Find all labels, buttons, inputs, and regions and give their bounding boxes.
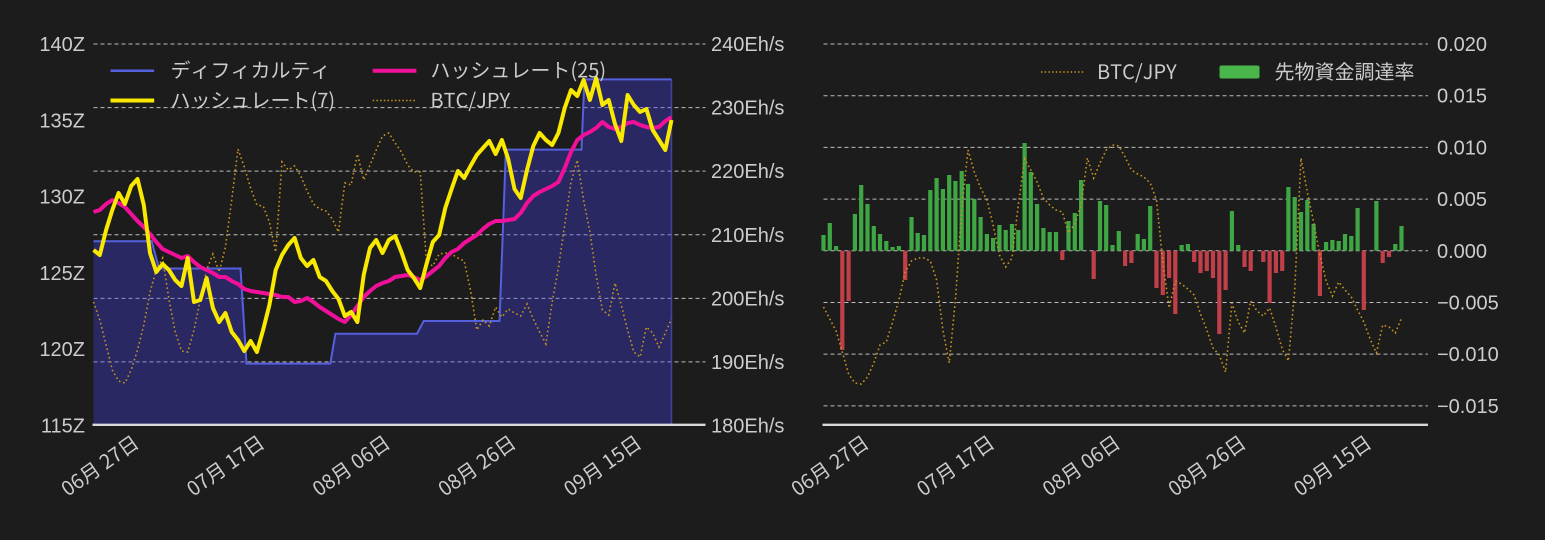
svg-text:115Z: 115Z (41, 416, 85, 438)
svg-text:−0.015: −0.015 (1437, 396, 1499, 418)
svg-text:210Eh/s: 210Eh/s (711, 225, 784, 247)
svg-text:−0.005: −0.005 (1437, 293, 1499, 315)
svg-text:230Eh/s: 230Eh/s (711, 98, 784, 120)
svg-text:120Z: 120Z (39, 339, 85, 361)
svg-text:0.000: 0.000 (1437, 241, 1487, 263)
svg-text:0.010: 0.010 (1437, 137, 1487, 159)
svg-text:0.015: 0.015 (1437, 86, 1487, 108)
svg-text:−0.010: −0.010 (1437, 344, 1499, 366)
svg-text:240Eh/s: 240Eh/s (711, 34, 784, 56)
svg-text:190Eh/s: 190Eh/s (711, 352, 784, 374)
svg-text:0.005: 0.005 (1437, 189, 1487, 211)
svg-text:0.020: 0.020 (1437, 34, 1487, 56)
svg-text:135Z: 135Z (39, 110, 85, 132)
svg-text:130Z: 130Z (39, 187, 85, 209)
svg-text:125Z: 125Z (39, 263, 85, 285)
svg-text:200Eh/s: 200Eh/s (711, 288, 784, 310)
svg-text:140Z: 140Z (39, 34, 85, 56)
svg-text:180Eh/s: 180Eh/s (711, 416, 784, 438)
svg-text:220Eh/s: 220Eh/s (711, 161, 784, 183)
